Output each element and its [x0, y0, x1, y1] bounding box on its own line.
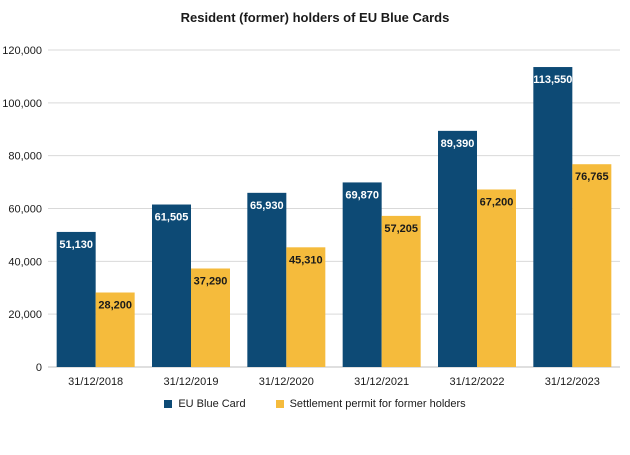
bar-blue-card	[56, 231, 96, 367]
legend-swatch-settlement-permit	[275, 400, 284, 408]
data-label-blue-card: 65,930	[250, 200, 284, 212]
y-tick-label: 40,000	[8, 256, 42, 268]
data-label-settlement-permit: 37,290	[194, 275, 228, 287]
legend-label-blue-card: EU Blue Card	[178, 398, 246, 410]
bar-blue-card	[247, 192, 287, 367]
y-tick-label: 120,000	[2, 45, 42, 57]
data-label-blue-card: 89,390	[441, 138, 475, 150]
bar-settlement-permit	[191, 268, 230, 367]
data-label-settlement-permit: 28,200	[98, 300, 132, 312]
legend-item-blue-card: EU Blue Card	[164, 398, 246, 410]
y-tick-label: 20,000	[8, 309, 42, 321]
data-label-settlement-permit: 76,765	[575, 171, 609, 183]
bar-settlement-permit	[572, 164, 612, 367]
data-label-settlement-permit: 67,200	[480, 196, 514, 208]
bar-settlement-permit	[286, 247, 326, 367]
y-tick-label: 80,000	[8, 151, 42, 163]
y-tick-label: 60,000	[8, 204, 42, 216]
x-tick-label: 31/12/2022	[449, 376, 504, 388]
x-tick-label: 31/12/2019	[163, 376, 218, 388]
bar-settlement-permit	[381, 215, 421, 367]
data-label-blue-card: 69,870	[345, 189, 379, 201]
bar-blue-card	[342, 182, 382, 367]
bar-settlement-permit	[477, 189, 516, 367]
y-tick-label: 0	[36, 362, 42, 374]
x-tick-label: 31/12/2023	[545, 376, 600, 388]
chart-legend: EU Blue Card Settlement permit for forme…	[0, 398, 630, 410]
data-label-blue-card: 61,505	[155, 212, 189, 224]
data-label-settlement-permit: 45,310	[289, 254, 323, 266]
x-tick-label: 31/12/2020	[259, 376, 314, 388]
legend-label-settlement-permit: Settlement permit for former holders	[289, 398, 466, 410]
bar-blue-card	[533, 67, 573, 367]
bar-blue-card	[438, 130, 477, 367]
bar-blue-card	[152, 204, 191, 367]
y-tick-label: 100,000	[2, 98, 42, 110]
x-tick-label: 31/12/2021	[354, 376, 409, 388]
data-label-settlement-permit: 57,205	[384, 223, 418, 235]
legend-swatch-blue-card	[164, 400, 173, 408]
bar-settlement-permit	[95, 292, 135, 367]
data-label-blue-card: 113,550	[533, 74, 572, 86]
legend-item-settlement-permit: Settlement permit for former holders	[275, 398, 466, 410]
chart-title: Resident (former) holders of EU Blue Car…	[180, 10, 450, 25]
data-label-blue-card: 51,130	[59, 239, 93, 251]
x-tick-label: 31/12/2018	[68, 376, 123, 388]
